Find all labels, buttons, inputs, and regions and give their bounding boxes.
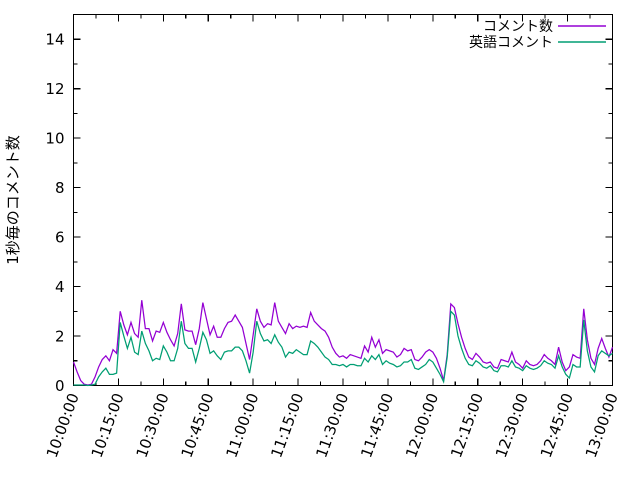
x-tick-label: 11:45:00	[357, 391, 397, 460]
x-tick-label: 11:30:00	[312, 391, 352, 460]
x-tick-label: 12:30:00	[492, 391, 532, 460]
x-tick-label: 12:45:00	[537, 391, 577, 460]
y-axis-ticks: 0 2 4 6 8 10 12 14	[45, 31, 613, 395]
x-tick-label: 10:30:00	[133, 391, 173, 460]
x-tick-label: 10:00:00	[43, 391, 83, 460]
plot-frame	[72, 13, 614, 387]
series-line-1	[72, 300, 614, 386]
x-tick-label: 12:15:00	[447, 391, 487, 460]
x-tick-label: 11:00:00	[222, 391, 262, 460]
series-layer	[72, 300, 614, 387]
y-tick-label: 6	[55, 229, 65, 247]
y-tick-label: 4	[55, 278, 65, 296]
y-tick-label: 14	[45, 31, 64, 49]
x-tick-label: 10:45:00	[178, 391, 218, 460]
x-tick-label: 11:15:00	[267, 391, 307, 460]
x-tick-label: 10:15:00	[88, 391, 128, 460]
series-line-2	[73, 309, 613, 387]
legend-label-1: コメント数	[483, 19, 553, 35]
y-tick-label: 12	[45, 80, 64, 98]
x-tick-label: 13:00:00	[582, 391, 622, 460]
x-tick-label: 12:00:00	[402, 391, 442, 460]
y-tick-label: 10	[45, 130, 64, 148]
y-tick-label: 8	[55, 179, 65, 197]
y-tick-label: 0	[55, 377, 65, 395]
y-axis-title: 1秒毎のコメント数	[4, 135, 22, 265]
y-tick-label: 2	[55, 328, 65, 346]
legend-label-2: 英語コメント	[469, 34, 553, 51]
x-axis-ticks: 10:00:00 10:15:00 10:30:00 10:45:00 11:00:00…	[43, 14, 622, 460]
